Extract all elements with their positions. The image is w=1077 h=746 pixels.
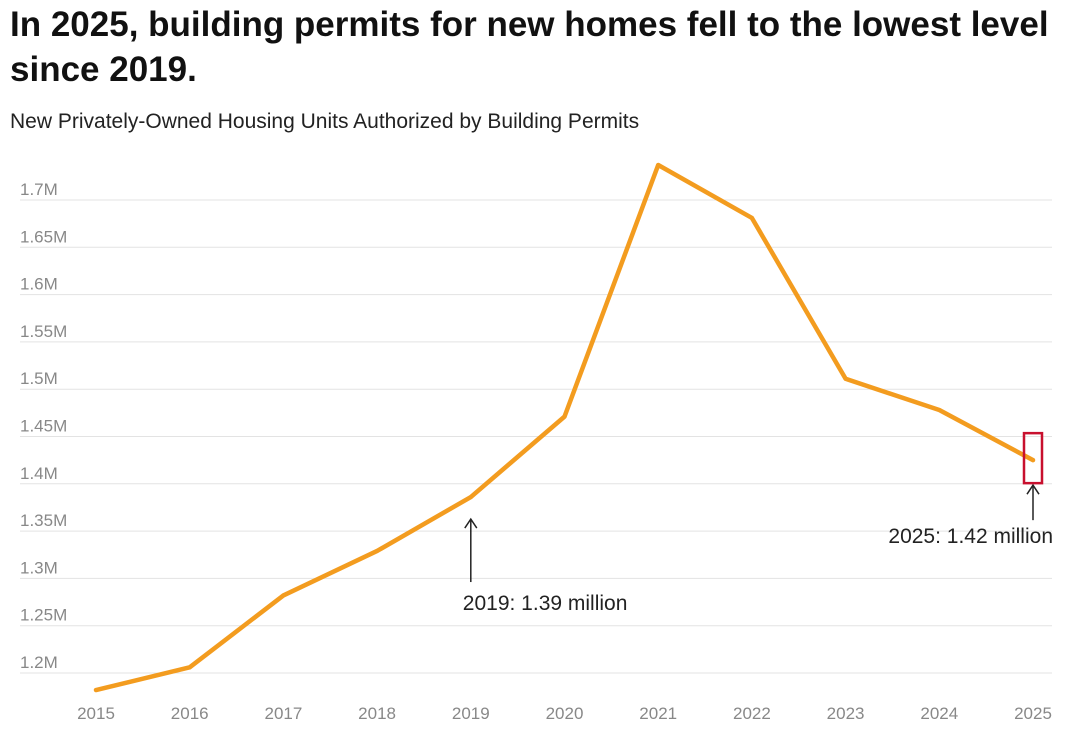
y-tick-label: 1.5M bbox=[20, 369, 58, 388]
y-tick-label: 1.35M bbox=[20, 511, 67, 530]
data-point bbox=[1031, 458, 1035, 463]
gridlines bbox=[20, 199, 1052, 674]
highlight-box bbox=[1022, 431, 1044, 485]
y-tick-label: 1.45M bbox=[20, 417, 67, 436]
annotation-label: 2025: 1.42 million bbox=[888, 525, 1053, 548]
data-point bbox=[749, 215, 754, 220]
series bbox=[93, 162, 1036, 693]
annotation-label: 2019: 1.39 million bbox=[463, 592, 628, 615]
x-tick-label: 2018 bbox=[358, 704, 396, 723]
data-point bbox=[187, 665, 192, 670]
annotations: 2019: 1.39 million 2025: 1.42 million bbox=[463, 431, 1053, 615]
x-tick-label: 2017 bbox=[264, 704, 302, 723]
annotation-arrowhead bbox=[1026, 483, 1040, 495]
x-tick-label: 2024 bbox=[920, 704, 958, 723]
x-tick-label: 2020 bbox=[546, 704, 584, 723]
y-tick-label: 1.55M bbox=[20, 322, 67, 341]
data-point bbox=[562, 414, 567, 419]
x-tick-label: 2021 bbox=[639, 704, 677, 723]
x-axis-ticks: 2015 2016 2017 2018 2019 2020 2021 2022 2023 2024… bbox=[77, 704, 1052, 723]
x-tick-label: 2022 bbox=[733, 704, 771, 723]
data-point bbox=[937, 408, 942, 413]
chart-subtitle: New Privately-Owned Housing Units Author… bbox=[10, 110, 640, 133]
y-axis-ticks: 1.2M 1.25M 1.3M 1.35M 1.4M 1.45M 1.5M 1.55M 1.6M… bbox=[20, 180, 67, 672]
data-point bbox=[375, 548, 380, 553]
data-point bbox=[94, 688, 98, 693]
y-tick-label: 1.7M bbox=[20, 180, 58, 199]
x-tick-label: 2016 bbox=[171, 704, 209, 723]
data-point bbox=[281, 593, 286, 598]
x-tick-label: 2019 bbox=[452, 704, 490, 723]
data-point bbox=[843, 376, 848, 381]
y-tick-label: 1.65M bbox=[20, 227, 67, 246]
data-point bbox=[468, 495, 473, 500]
x-tick-label: 2023 bbox=[827, 704, 865, 723]
y-tick-label: 1.2M bbox=[20, 653, 58, 672]
y-tick-label: 1.25M bbox=[20, 606, 67, 625]
y-tick-label: 1.3M bbox=[20, 558, 58, 577]
y-tick-label: 1.6M bbox=[20, 275, 58, 294]
headline: In 2025, building permits for new homes … bbox=[10, 5, 1049, 89]
x-tick-label: 2025 bbox=[1014, 704, 1052, 723]
data-point bbox=[656, 162, 661, 167]
annotation-arrowhead bbox=[464, 517, 478, 529]
x-tick-label: 2015 bbox=[77, 704, 115, 723]
y-tick-label: 1.4M bbox=[20, 464, 58, 483]
